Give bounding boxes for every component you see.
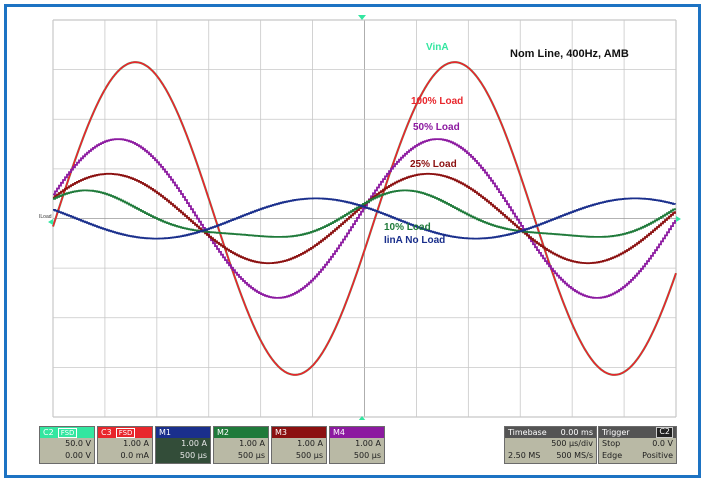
plot-title: Nom Line, 400Hz, AMB [510, 48, 629, 60]
channel-box-m3[interactable]: M3 1.00 A 500 µs [271, 426, 327, 464]
channel-box-m2[interactable]: M2 1.00 A 500 µs [213, 426, 269, 464]
channel-value: 1.00 A [297, 439, 323, 448]
fsd-badge: FSD [115, 428, 136, 438]
channel-tag: C2 [43, 428, 54, 437]
timebase-rate: 500 MS/s [556, 451, 593, 460]
waveform-plot: ILoad Nom Line, 400Hz, AMB VinA 100% Load… [39, 15, 681, 420]
channel-header: C3 FSD [98, 427, 152, 438]
label-iina-no-load: IinA No Load [384, 235, 445, 246]
label-10-load: 10% Load [384, 222, 431, 233]
trigger-slope: Positive [642, 451, 673, 460]
trigger-position-arrow-top[interactable] [358, 15, 366, 20]
channel-header: M2 [214, 427, 268, 438]
channel-value: 1.00 A [181, 439, 207, 448]
trigger-type: Edge [602, 451, 623, 460]
channel-box-m1[interactable]: M1 1.00 A 500 µs [155, 426, 211, 464]
timebase-per-div: 500 µs/div [551, 439, 593, 448]
channel-header: M1 [156, 427, 210, 438]
trace-50-load [53, 138, 676, 299]
trace-iina-no-load [53, 197, 676, 240]
channel-tag: C3 [101, 428, 112, 437]
fsd-badge: FSD [57, 428, 78, 438]
channel-value: 1.00 A [355, 439, 381, 448]
ground-arrow-left[interactable] [48, 219, 53, 225]
trace-labels: VinA 100% Load 50% Load 25% Load 10% Load Iin… [384, 42, 463, 246]
channel-tag: M3 [275, 428, 287, 437]
trigger-level: 0.0 V [652, 439, 673, 448]
ground-marker: ILoad [39, 214, 52, 220]
channel-value: 500 µs [179, 451, 207, 460]
trigger-box[interactable]: Trigger C2 Stop 0.0 V Edge Positive [598, 426, 677, 464]
trigger-position-arrow[interactable] [358, 416, 366, 420]
channel-value: 500 µs [353, 451, 381, 460]
channel-box-c3[interactable]: C3 FSD 1.00 A 0.0 mA [97, 426, 153, 464]
channel-value: 0.0 mA [120, 451, 149, 460]
label-vina: VinA [426, 42, 449, 53]
trace-group [51, 61, 678, 376]
timebase-box[interactable]: Timebase 0.00 ms 500 µs/div 2.50 MS 500 MS… [504, 426, 597, 464]
timebase-label: Timebase [508, 428, 547, 437]
timebase-offset: 0.00 ms [560, 428, 593, 437]
trace-100-load [52, 61, 677, 376]
trace-10-load [53, 189, 676, 238]
channel-header: M3 [272, 427, 326, 438]
channel-value: 1.00 A [123, 439, 149, 448]
trigger-mode: Stop [602, 439, 621, 448]
channel-header: M4 [330, 427, 384, 438]
channel-value: 500 µs [295, 451, 323, 460]
channel-header: C2 FSD [40, 427, 94, 438]
timebase-samples: 2.50 MS [508, 451, 541, 460]
trigger-level-arrow[interactable] [676, 216, 681, 222]
channel-value: 50.0 V [65, 439, 91, 448]
label-50-load: 50% Load [413, 122, 460, 133]
channel-tag: M1 [159, 428, 171, 437]
channel-box-c2[interactable]: C2 FSD 50.0 V 0.00 V [39, 426, 95, 464]
trigger-label: Trigger [602, 428, 630, 437]
label-100-load: 100% Load [411, 96, 463, 107]
channel-value: 0.00 V [65, 451, 91, 460]
channel-value: 1.00 A [239, 439, 265, 448]
channel-box-m4[interactable]: M4 1.00 A 500 µs [329, 426, 385, 464]
channel-tag: M4 [333, 428, 345, 437]
label-25-load: 25% Load [410, 159, 457, 170]
trigger-channel: C2 [656, 427, 673, 438]
channel-tag: M2 [217, 428, 229, 437]
channel-value: 500 µs [237, 451, 265, 460]
